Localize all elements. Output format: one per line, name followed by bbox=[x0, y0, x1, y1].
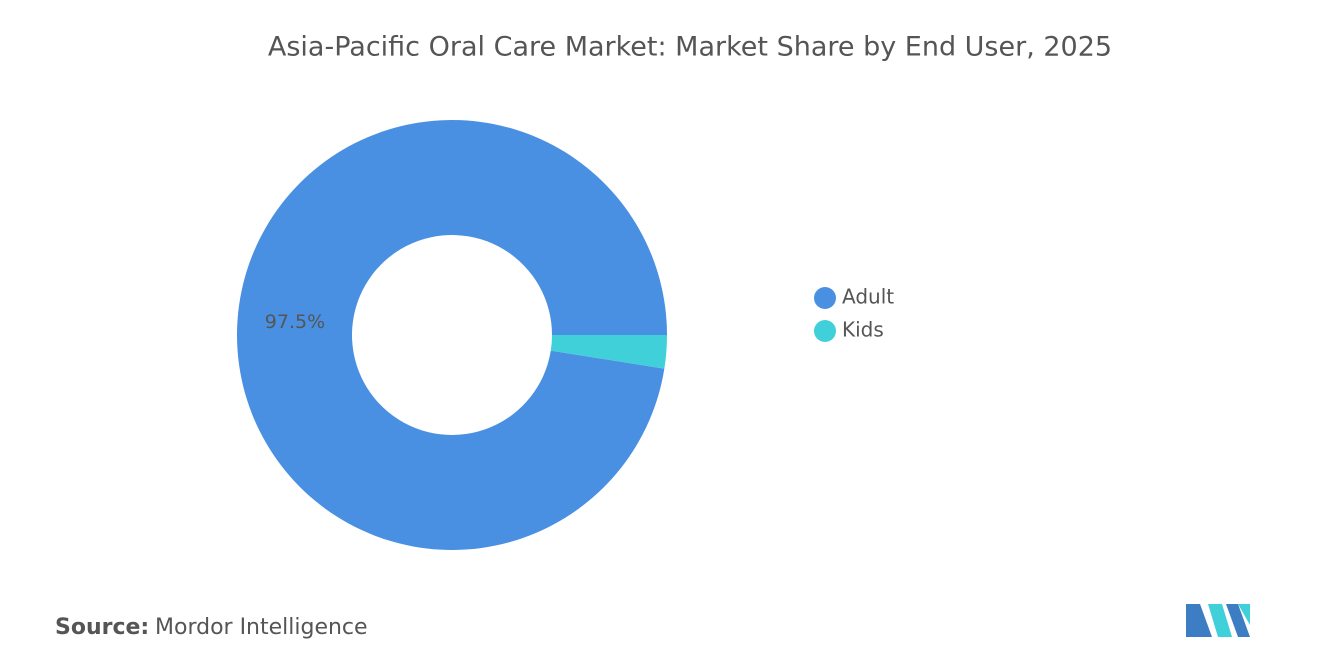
legend-label: Adult bbox=[842, 285, 894, 309]
legend-label: Kids bbox=[842, 318, 884, 342]
legend-marker bbox=[814, 320, 836, 342]
data-label: 97.5% bbox=[265, 311, 325, 333]
legend-marker bbox=[814, 287, 836, 309]
chart-title: Asia-Pacific Oral Care Market: Market Sh… bbox=[268, 32, 1112, 63]
source-label: Source: bbox=[55, 615, 149, 640]
logo bbox=[1186, 604, 1250, 637]
source: Mordor Intelligence bbox=[155, 615, 368, 640]
slice bbox=[237, 119, 667, 550]
slice bbox=[550, 335, 667, 369]
